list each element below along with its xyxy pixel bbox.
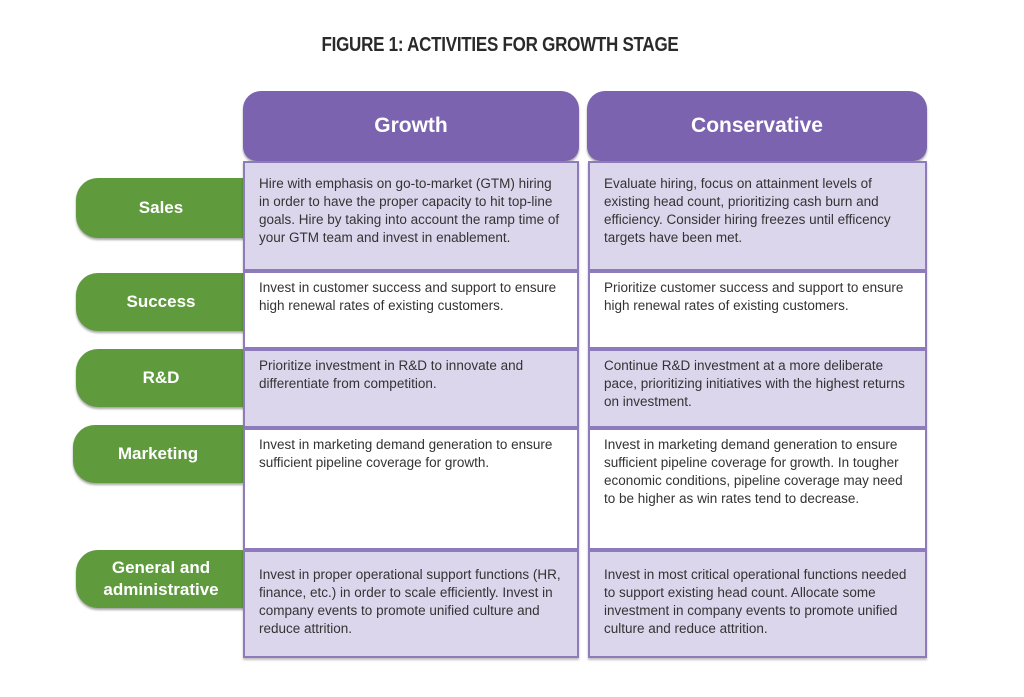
cell-general-admin-conservative: Invest in most critical operational func… [588, 550, 927, 658]
cell-rnd-conservative: Continue R&D investment at a more delibe… [588, 349, 927, 428]
figure-title: FIGURE 1: ACTIVITIES FOR GROWTH STAGE [321, 34, 679, 56]
cell-marketing-conservative: Invest in marketing demand generation to… [588, 428, 927, 550]
row-label-marketing: Marketing [73, 425, 243, 483]
cell-rnd-growth: Prioritize investment in R&D to innovate… [243, 349, 579, 428]
column-header-growth: Growth [243, 91, 579, 161]
row-label-rnd: R&D [76, 349, 246, 407]
cell-sales-growth: Hire with emphasis on go-to-market (GTM)… [243, 161, 579, 271]
cell-marketing-growth: Invest in marketing demand generation to… [243, 428, 579, 550]
cell-general-admin-growth: Invest in proper operational support fun… [243, 550, 579, 658]
cell-success-growth: Invest in customer success and support t… [243, 271, 579, 349]
row-label-sales: Sales [76, 178, 246, 238]
row-label-general-admin: General and administrative [76, 550, 246, 608]
row-label-success: Success [76, 273, 246, 331]
cell-success-conservative: Prioritize customer success and support … [588, 271, 927, 349]
column-header-conservative: Conservative [587, 91, 927, 161]
cell-sales-conservative: Evaluate hiring, focus on attainment lev… [588, 161, 927, 271]
